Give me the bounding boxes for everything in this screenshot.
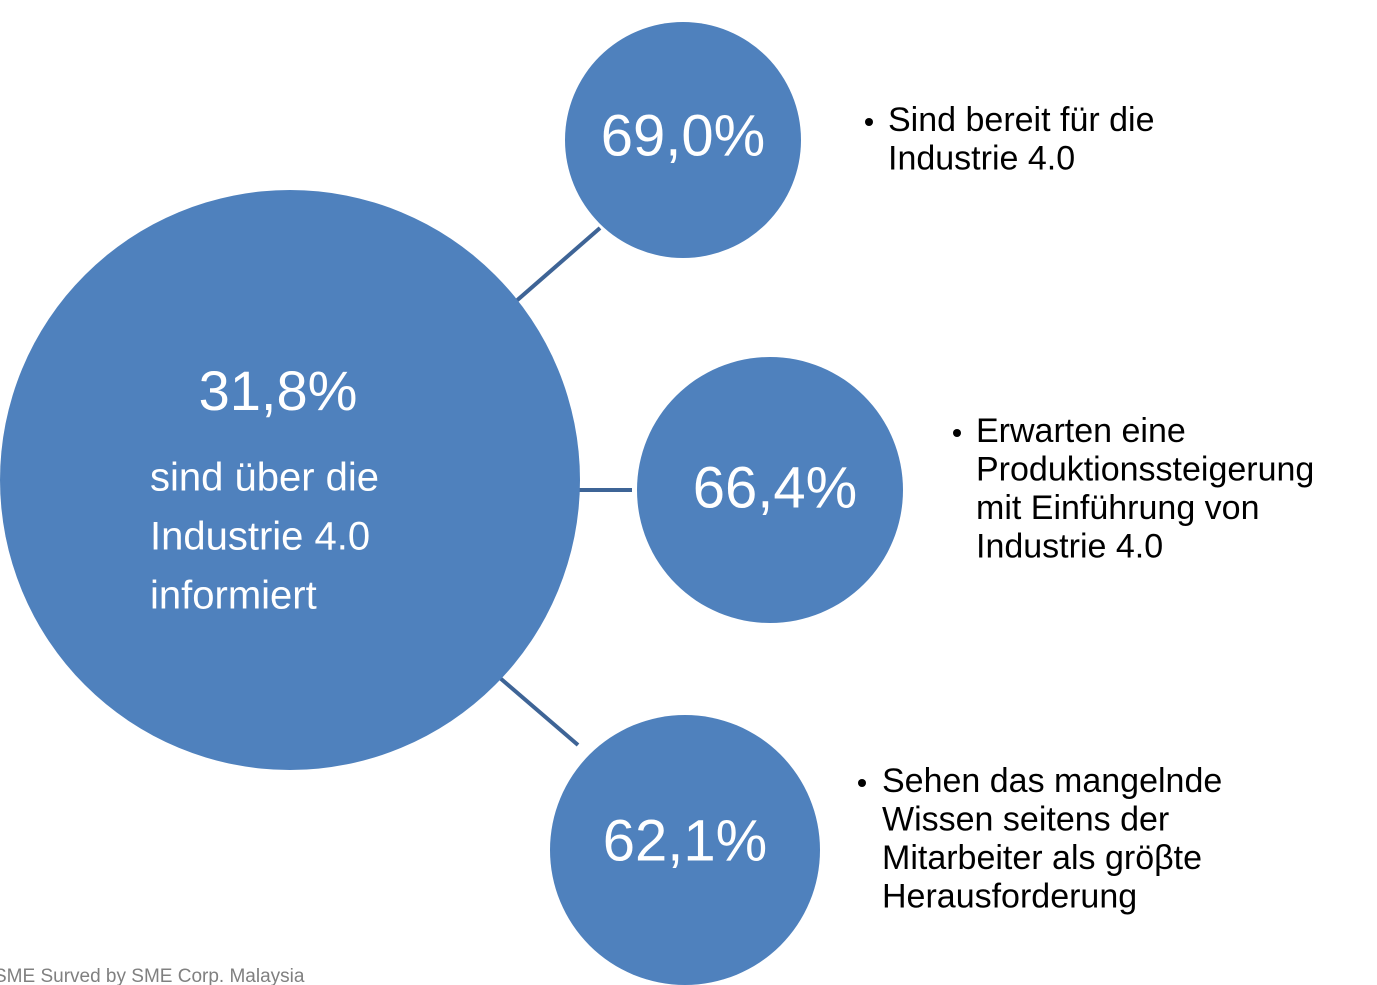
- connector: [491, 670, 580, 747]
- node-description: Herausforderung: [882, 877, 1137, 915]
- node-value: 62,1%: [603, 808, 767, 873]
- node-description: Industrie 4.0: [888, 139, 1075, 177]
- bullet: [858, 779, 866, 787]
- center-description: Industrie 4.0: [150, 515, 370, 559]
- bullet: [865, 118, 873, 126]
- node-circle: [565, 22, 801, 258]
- node-description: mit Einführung von: [976, 489, 1260, 527]
- node-description: Produktionssteigerung: [976, 450, 1314, 488]
- node-description: Erwarten eine: [976, 412, 1186, 450]
- center-value: 31,8%: [199, 359, 358, 422]
- node-circle: [550, 715, 820, 985]
- center-description: informiert: [150, 574, 317, 618]
- source: SME Surved by SME Corp. Malaysia: [0, 966, 305, 985]
- node-circle: [637, 357, 903, 623]
- node-description: Industrie 4.0: [976, 527, 1163, 565]
- node-value: 66,4%: [693, 455, 857, 520]
- bullet: [953, 429, 961, 437]
- node-value: 69,0%: [601, 103, 765, 168]
- node-description: Wissen seitens der: [882, 800, 1169, 838]
- node-description: Mitarbeiter als gröβte: [882, 839, 1202, 877]
- center-circle: [0, 190, 580, 770]
- node-description: Sind bereit für die: [888, 101, 1155, 139]
- center-description: sind über die: [150, 456, 379, 500]
- node-description: Sehen das mangelnde: [882, 762, 1222, 800]
